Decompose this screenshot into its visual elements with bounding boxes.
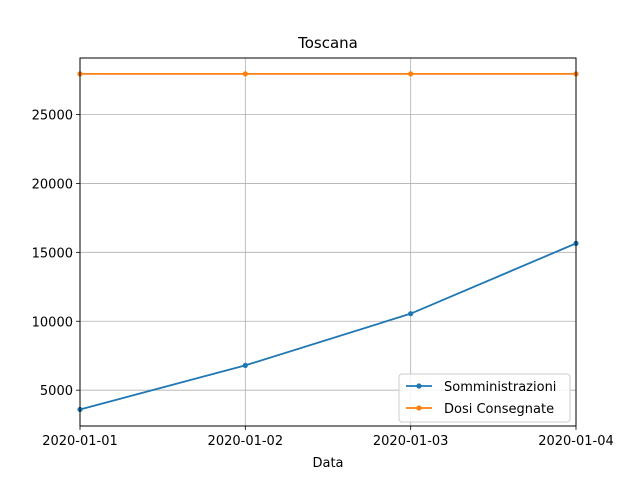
chart-title: Toscana [297,34,358,52]
y-tick-label: 10000 [32,315,73,330]
x-tick-label: 2020-01-04 [538,434,614,449]
y-tick-label: 5000 [40,384,73,399]
plot-frame [79,57,577,427]
data-point [408,71,414,77]
legend-label: Somministrazioni [444,380,556,395]
x-axis-label: Data [312,456,343,471]
y-tick-label: 25000 [32,109,73,124]
legend-box [398,373,571,423]
legend-label: Dosi Consegnate [444,402,554,417]
legend-marker [416,383,422,389]
x-tick-label: 2020-01-02 [208,434,284,449]
x-tick-label: 2020-01-03 [373,434,449,449]
y-tick-label: 20000 [32,177,73,192]
x-tick-label: 2020-01-01 [42,434,118,449]
y-tick-label: 15000 [32,246,73,261]
series-line [79,242,577,411]
x-axis: 2020-01-01 2020-01-02 2020-01-03 2020-01-04 [42,426,614,449]
legend-marker [416,405,422,411]
data-point [408,311,414,317]
y-axis: 5000 10000 15000 20000 25000 [32,109,80,399]
series-layer [77,71,579,413]
data-point [242,71,248,77]
legend: Somministrazioni Dosi Consegnate [398,373,571,423]
data-point [242,362,248,368]
series-2 [77,71,579,77]
